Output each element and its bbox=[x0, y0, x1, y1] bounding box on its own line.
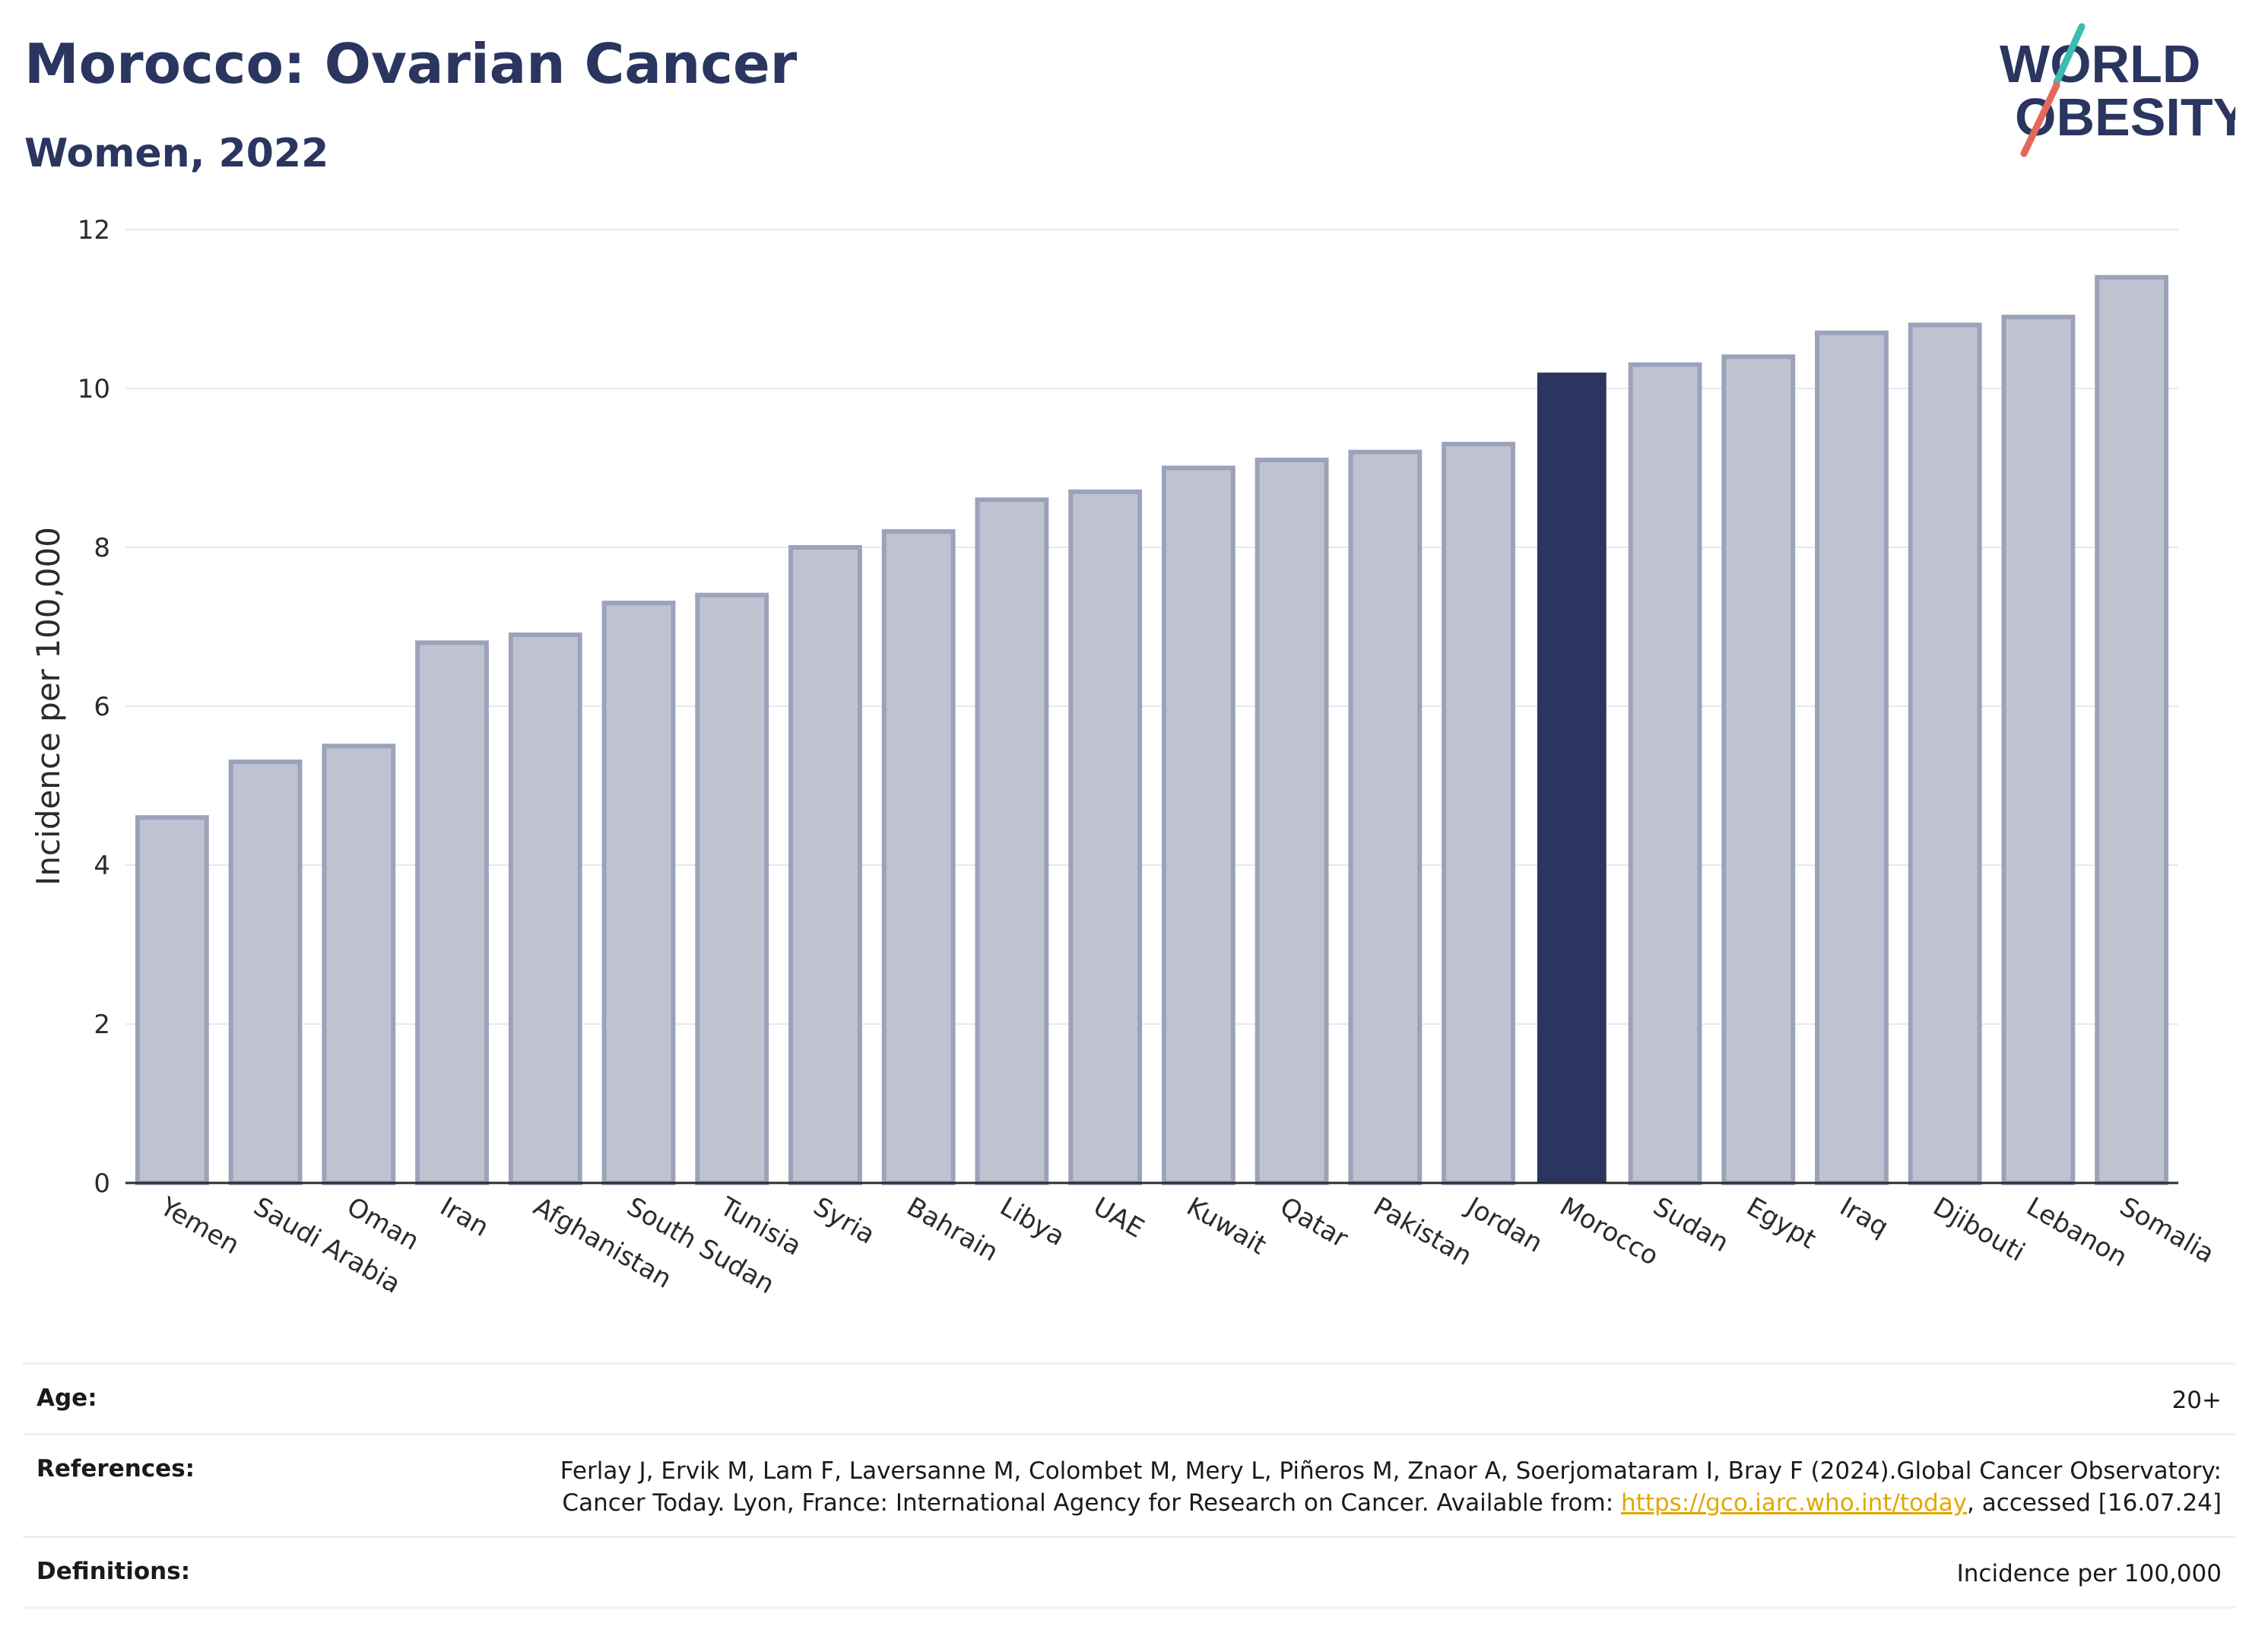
x-tick-label: Qatar bbox=[1275, 1191, 1353, 1254]
y-tick-label: 6 bbox=[94, 692, 110, 722]
bar-saudi-arabia bbox=[228, 759, 303, 1185]
bar-oman bbox=[322, 744, 396, 1185]
references-link[interactable]: https://gco.iarc.who.int/today bbox=[1621, 1489, 1967, 1517]
x-tick-label: Yemen bbox=[154, 1191, 245, 1261]
bar-jordan bbox=[1442, 442, 1515, 1185]
bar-uae bbox=[1068, 489, 1143, 1185]
y-tick-label: 2 bbox=[94, 1010, 110, 1040]
references-value: Ferlay J, Ervik M, Lam F, Laversanne M, … bbox=[473, 1455, 2222, 1519]
x-tick-label: Morocco bbox=[1555, 1191, 1664, 1272]
bar-south-sudan bbox=[601, 601, 676, 1185]
page-title: Morocco: Ovarian Cancer bbox=[24, 32, 798, 96]
references-text-1: Ferlay J, Ervik M, Lam F, Laversanne M, … bbox=[560, 1457, 2222, 1517]
references-label: References: bbox=[36, 1455, 195, 1482]
y-tick-label: 10 bbox=[78, 374, 110, 404]
bar-afghanistan bbox=[508, 632, 582, 1185]
bar-djibouti bbox=[1908, 322, 1982, 1185]
y-tick-label: 4 bbox=[94, 851, 110, 881]
age-value: 20+ bbox=[2171, 1387, 2222, 1414]
bar-libya bbox=[975, 497, 1049, 1185]
bar-tunisia bbox=[695, 592, 769, 1185]
x-tick-label: UAE bbox=[1088, 1191, 1149, 1244]
x-tick-label: Somalia bbox=[2114, 1191, 2219, 1270]
x-tick-label: Egypt bbox=[1741, 1191, 1821, 1255]
bar-pakistan bbox=[1348, 449, 1423, 1185]
logo-slash-top bbox=[2053, 23, 2086, 86]
x-tick-label: Pakistan bbox=[1368, 1191, 1477, 1272]
definitions-value: Incidence per 100,000 bbox=[1956, 1560, 2222, 1587]
bar-syria bbox=[788, 545, 862, 1185]
bar-somalia bbox=[2095, 274, 2169, 1186]
page-subtitle: Women, 2022 bbox=[24, 131, 329, 176]
world-obesity-logo: WORLD OBESITY bbox=[2000, 23, 2235, 157]
bar-kuwait bbox=[1161, 465, 1236, 1185]
y-tick-label: 0 bbox=[94, 1168, 110, 1199]
y-axis-label: Incidence per 100,000 bbox=[30, 527, 67, 886]
references-text-2: , accessed [16.07.24] bbox=[1966, 1489, 2222, 1517]
y-tick-labels: 0 2 4 6 8 10 12 bbox=[78, 215, 110, 1199]
x-tick-label: Iraq bbox=[1835, 1191, 1894, 1243]
info-table: Age: 20+ References: Ferlay J, Ervik M, … bbox=[23, 1362, 2235, 1609]
bar-qatar bbox=[1255, 458, 1329, 1185]
logo-slash-bottom bbox=[2020, 81, 2060, 157]
x-tick-label: Iran bbox=[435, 1191, 493, 1243]
y-tick-label: 12 bbox=[78, 215, 110, 246]
bars bbox=[135, 274, 2169, 1186]
x-tick-label: Libya bbox=[994, 1191, 1070, 1252]
bar-morocco bbox=[1537, 373, 1607, 1184]
bar-yemen bbox=[135, 815, 209, 1186]
x-tick-label: Lebanon bbox=[2021, 1191, 2132, 1273]
info-row-references: References: Ferlay J, Ervik M, Lam F, La… bbox=[23, 1433, 2235, 1536]
info-row-definitions: Definitions: Incidence per 100,000 bbox=[23, 1536, 2235, 1609]
info-row-age: Age: 20+ bbox=[23, 1362, 2235, 1433]
bar-iraq bbox=[1815, 330, 1889, 1186]
age-label: Age: bbox=[36, 1384, 97, 1412]
bar-bahrain bbox=[881, 529, 956, 1185]
x-tick-label: Bahrain bbox=[902, 1191, 1004, 1267]
bar-egypt bbox=[1721, 354, 1796, 1186]
definitions-label: Definitions: bbox=[36, 1558, 191, 1585]
x-tick-label: Syria bbox=[808, 1191, 880, 1251]
x-tick-label: Kuwait bbox=[1182, 1191, 1271, 1260]
bar-sudan bbox=[1628, 362, 1702, 1185]
y-tick-label: 8 bbox=[94, 533, 110, 563]
logo-line-1: WORLD bbox=[2000, 34, 2200, 94]
bar-iran bbox=[415, 640, 489, 1185]
x-tick-label: Djibouti bbox=[1928, 1191, 2030, 1268]
bar-lebanon bbox=[2001, 314, 2076, 1186]
